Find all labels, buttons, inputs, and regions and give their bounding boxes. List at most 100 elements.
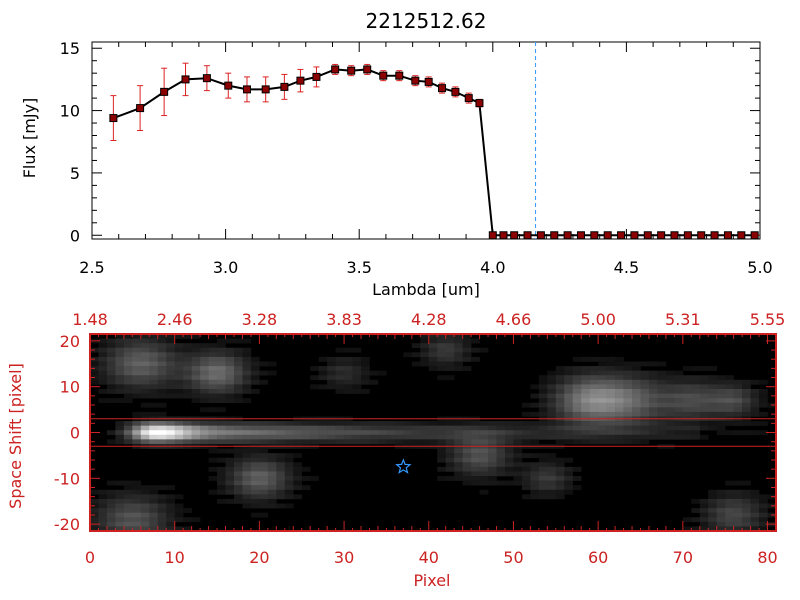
image-pixel [691,366,701,371]
image-pixel [496,421,506,426]
data-point [363,65,372,74]
image-pixel [149,379,159,385]
image-pixel [115,352,125,358]
image-pixel [632,402,641,408]
image-pixel [555,375,565,381]
image-pixel [750,398,760,404]
image-pixel [106,480,116,486]
image-pixel [496,457,506,463]
image-pixel [598,366,607,371]
data-point [590,231,599,240]
image-pixel [437,439,446,445]
image-pixel [759,503,768,509]
image-pixel [310,421,319,426]
image-pixel [411,425,421,431]
image-pixel [606,366,616,371]
image-pixel [547,485,557,491]
image-pixel [504,439,514,445]
image-pixel [606,402,616,408]
image-pixel [708,393,718,399]
image-pixel [547,457,557,463]
image-pixel [106,347,116,353]
image-pixel [750,402,760,408]
image-pixel [157,375,167,381]
image-pixel [293,462,303,468]
image-pixel [115,366,125,371]
image-pixel [538,434,548,440]
image-pixel [615,356,624,362]
image-pixel [572,379,582,385]
image-pixel [648,434,658,440]
image-pixel [513,471,523,477]
image-pixel [106,517,116,523]
image-pixel [716,411,726,417]
image-pixel [742,480,751,486]
image-pixel [691,384,701,390]
image-pixel [250,361,260,367]
image-pixel [648,425,658,431]
image-pixel [123,521,133,527]
image-pixel [276,421,286,426]
image-pixel [589,402,599,408]
image-pixel [225,384,235,390]
image-pixel [183,379,192,385]
image-pixel [217,457,226,463]
image-pixel [174,356,184,362]
image-pixel [538,489,548,495]
image-pixel [174,517,184,523]
image-pixel [183,334,192,339]
image-pixel [657,375,667,381]
image-pixel [691,434,701,440]
image-pixel [708,388,718,394]
image-pixel [106,498,116,504]
image-pixel [352,388,362,394]
image-pixel [572,411,582,417]
image-pixel [149,439,159,445]
image-pixel [657,430,667,436]
image-pixel [242,388,252,394]
image-pixel [259,453,269,458]
image-pixel [200,379,209,385]
image-pixel [106,494,116,500]
image-pixel [708,384,718,390]
x-tick-label: 80 [757,548,777,567]
image-pixel [301,434,311,440]
image-pixel [361,388,370,394]
image-pixel [174,388,184,394]
image-pixel [123,494,133,500]
image-pixel [233,370,243,376]
image-pixel [352,361,362,367]
image-pixel [225,347,235,353]
image-pixel [242,457,252,463]
image-pixel [208,393,218,399]
image-pixel [759,494,768,500]
image-pixel [454,425,463,431]
image-pixel [581,407,590,413]
image-pixel [140,334,150,339]
image-pixel [140,393,150,399]
image-pixel [191,356,201,362]
image-pixel [200,398,209,404]
image-pixel [708,366,718,371]
image-pixel [733,430,743,436]
image-pixel [632,384,641,390]
image-pixel [606,407,616,413]
image-pixel [166,494,175,500]
image-pixel [623,402,633,408]
image-pixel [132,434,142,440]
image-pixel [623,407,633,413]
y-tick-label: 20 [60,332,80,351]
image-pixel [733,512,743,518]
image-pixel [115,517,125,523]
data-point [312,72,321,81]
image-pixel [665,375,675,381]
image-pixel [733,508,743,513]
image-pixel [606,379,616,385]
image-pixel [716,398,726,404]
image-pixel [267,503,277,509]
image-pixel [157,439,167,445]
image-pixel [716,375,726,381]
image-pixel [742,384,751,390]
image-pixel [276,480,286,486]
image-pixel [183,366,192,371]
